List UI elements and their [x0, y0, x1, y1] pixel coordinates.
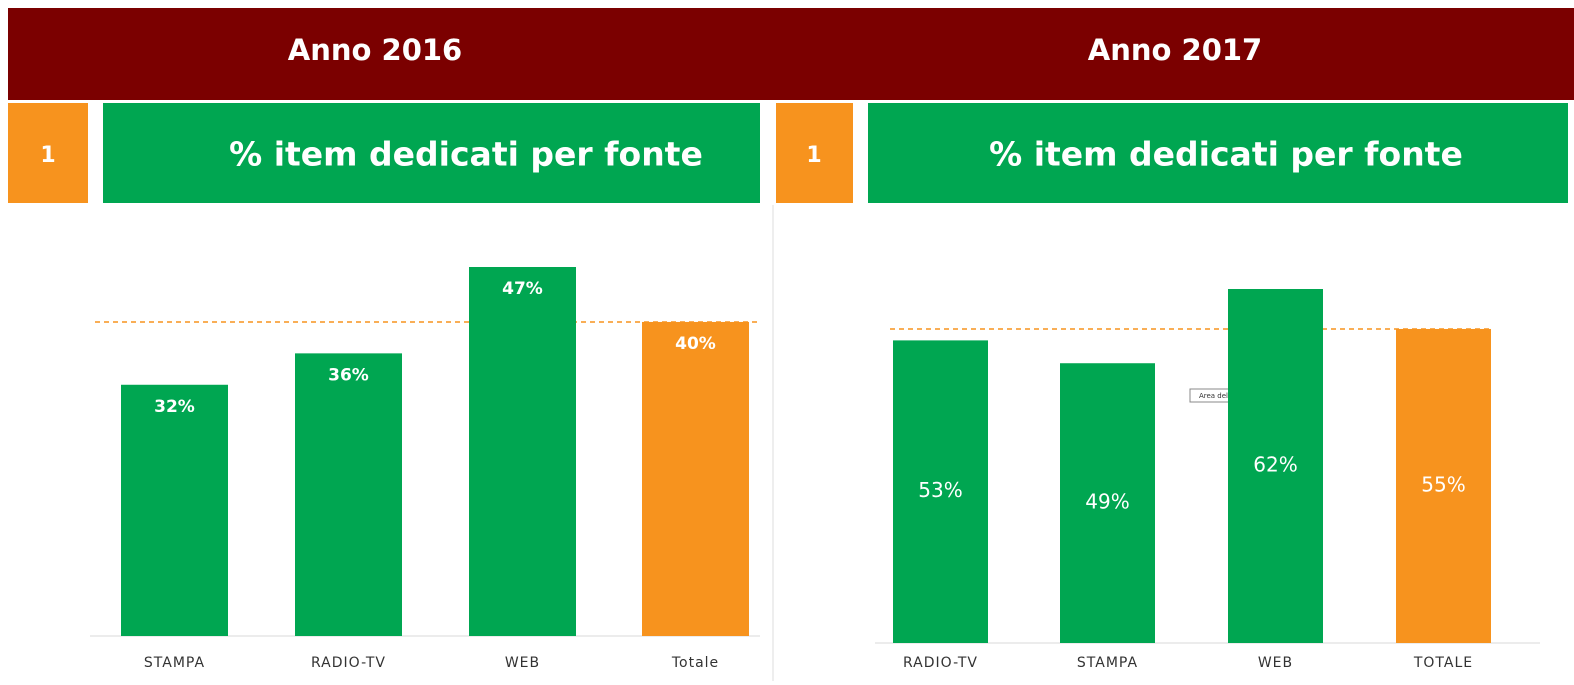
category-label: RADIO-TV	[903, 655, 978, 671]
bar	[1396, 328, 1491, 643]
number-box	[8, 103, 88, 203]
bar	[1228, 289, 1323, 643]
value-label: 47%	[502, 279, 543, 299]
title-banner	[103, 103, 760, 203]
category-label: RADIO-TV	[311, 655, 386, 671]
bar	[893, 340, 988, 643]
panel-number: 1	[40, 143, 55, 168]
year-title: Anno 2016	[288, 33, 462, 67]
panel-number: 1	[806, 143, 821, 168]
value-label: 40%	[675, 334, 716, 354]
year-title: Anno 2017	[1088, 33, 1262, 67]
bar	[1060, 363, 1155, 643]
category-label: WEB	[505, 655, 540, 671]
number-box	[776, 103, 853, 203]
value-label: 32%	[154, 397, 195, 417]
panel-title: % item dedicati per fonte	[229, 135, 703, 174]
title-banner	[868, 103, 1568, 203]
bar	[295, 353, 402, 636]
value-label: 62%	[1253, 453, 1297, 477]
value-label: 55%	[1421, 472, 1465, 496]
value-label: 36%	[328, 365, 369, 385]
panel-title: % item dedicati per fonte	[989, 135, 1463, 174]
value-label: 49%	[1085, 490, 1129, 514]
category-label: Totale	[671, 655, 719, 671]
value-label: 53%	[918, 478, 962, 502]
category-label: TOTALE	[1413, 655, 1473, 671]
bar	[121, 384, 228, 636]
header-band	[8, 8, 1574, 100]
category-label: STAMPA	[1077, 655, 1138, 671]
category-label: STAMPA	[144, 655, 205, 671]
bar	[469, 267, 576, 636]
bar	[642, 321, 749, 636]
category-label: WEB	[1258, 655, 1293, 671]
